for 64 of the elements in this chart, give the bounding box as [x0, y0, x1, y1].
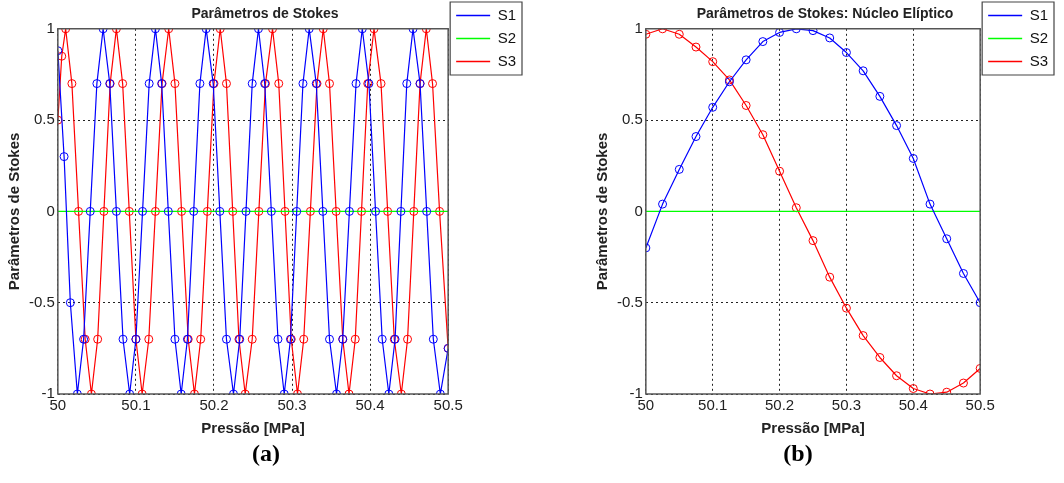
- chart-title: Parâmetros de Stokes: Núcleo Elíptico: [696, 5, 954, 22]
- legend-label: S2: [497, 28, 517, 46]
- point: [791, 203, 801, 213]
- point: [908, 384, 918, 394]
- point: [741, 100, 751, 110]
- y-tick-label: 1: [46, 18, 55, 36]
- x-tick-label: 50.4: [898, 396, 928, 414]
- point: [908, 153, 918, 163]
- point: [958, 268, 968, 278]
- x-tick-label: 50.3: [277, 396, 307, 414]
- point: [892, 121, 902, 131]
- point: [942, 234, 952, 244]
- point: [708, 57, 718, 67]
- point: [691, 132, 701, 142]
- point: [825, 272, 835, 282]
- x-tick-label: 50.2: [199, 396, 229, 414]
- text: (a): [251, 440, 281, 467]
- x-tick-label: 50.3: [831, 396, 862, 414]
- point: [741, 55, 751, 65]
- y-tick-label: -0.5: [616, 292, 643, 310]
- point: [658, 199, 668, 209]
- chart-title: Parâmetros de Stokes: [191, 5, 339, 22]
- point: [775, 166, 785, 176]
- point: [691, 42, 701, 52]
- x-tick-label: 50.4: [355, 396, 385, 414]
- y-tick-label: 0.5: [33, 110, 55, 128]
- point: [858, 66, 868, 76]
- point: [942, 387, 952, 394]
- point: [892, 371, 902, 381]
- point: [808, 236, 818, 246]
- point: [674, 164, 684, 174]
- point: [841, 48, 851, 58]
- x-tick-label: 50.5: [965, 396, 995, 414]
- x-tick-label: 50.5: [433, 396, 463, 414]
- x-tick-label: 50.1: [698, 396, 728, 414]
- point: [875, 91, 885, 101]
- y-tick-label: -0.5: [28, 292, 55, 310]
- point: [758, 37, 768, 47]
- point: [708, 102, 718, 112]
- point: [925, 199, 935, 209]
- y-tick-label: 0: [634, 201, 643, 219]
- point: [674, 29, 684, 39]
- point: [758, 130, 768, 140]
- x-axis-title: Pressão [MPa]: [761, 419, 865, 437]
- legend-label: S1: [497, 5, 517, 23]
- y-tick-label: 0.5: [621, 110, 643, 128]
- y-tick-label: 1: [634, 18, 643, 36]
- y-axis-title: Parâmetros de Stokes: [593, 132, 611, 291]
- y-axis-title: Parâmetros de Stokes: [5, 132, 23, 291]
- x-tick-label: 50.1: [121, 396, 151, 414]
- point: [858, 331, 868, 341]
- point: [958, 378, 968, 388]
- y-tick-label: 0: [46, 201, 55, 219]
- point: [825, 33, 835, 43]
- legend-label: S3: [497, 51, 517, 69]
- x-axis-title: Pressão [MPa]: [201, 419, 305, 437]
- point: [875, 352, 885, 362]
- point: [841, 303, 851, 313]
- legend-label: S1: [1029, 5, 1049, 23]
- legend-label: S2: [1029, 28, 1049, 46]
- legend-label: S3: [1029, 51, 1049, 69]
- point: [775, 28, 785, 37]
- text: (b): [782, 440, 814, 467]
- x-tick-label: 50.2: [764, 396, 795, 414]
